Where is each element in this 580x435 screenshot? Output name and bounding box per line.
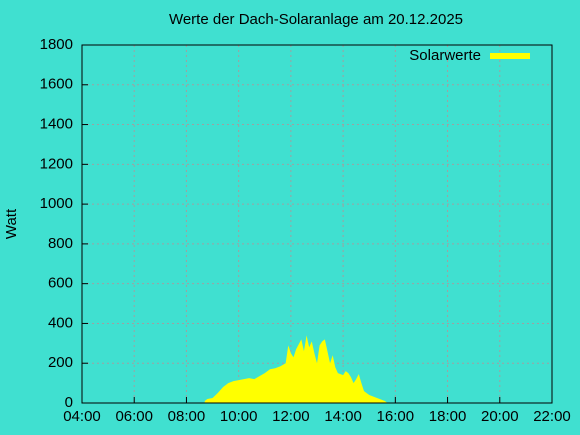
x-tick-label: 08:00 bbox=[168, 408, 206, 425]
legend-swatch bbox=[490, 53, 530, 59]
y-axis-label: Watt bbox=[3, 208, 20, 239]
y-tick-label: 1400 bbox=[40, 116, 73, 133]
x-tick-label: 18:00 bbox=[429, 408, 467, 425]
y-tick-label: 0 bbox=[65, 394, 73, 411]
area bbox=[204, 335, 388, 403]
y-tick-label: 1600 bbox=[40, 76, 73, 93]
x-tick-label: 14:00 bbox=[324, 408, 362, 425]
chart-title: Werte der Dach-Solaranlage am 20.12.2025 bbox=[169, 11, 463, 28]
x-tick-label: 04:00 bbox=[63, 408, 101, 425]
x-tick-label: 06:00 bbox=[115, 408, 153, 425]
x-tick-label: 16:00 bbox=[377, 408, 415, 425]
y-tick-label: 400 bbox=[48, 314, 73, 331]
legend-label: Solarwerte bbox=[409, 47, 481, 64]
x-tick-label: 12:00 bbox=[272, 408, 310, 425]
x-tick-label: 20:00 bbox=[481, 408, 519, 425]
y-tick-label: 800 bbox=[48, 235, 73, 252]
plot-frame bbox=[81, 44, 553, 404]
y-tick-label: 1800 bbox=[40, 36, 73, 53]
y-tick-label: 1200 bbox=[40, 155, 73, 172]
x-tick-label: 10:00 bbox=[220, 408, 258, 425]
y-tick-label: 200 bbox=[48, 354, 73, 371]
x-tick-label: 22:00 bbox=[533, 408, 571, 425]
y-tick-label: 600 bbox=[48, 275, 73, 292]
y-tick-label: 1000 bbox=[40, 195, 73, 212]
